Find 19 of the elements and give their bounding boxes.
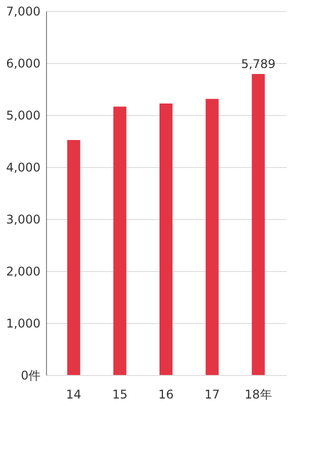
x-tick-label: 17 (204, 388, 220, 402)
bar (67, 140, 80, 375)
y-tick-label: 3,000 (6, 212, 40, 226)
data-label: 5,789 (241, 56, 276, 71)
bar (113, 106, 126, 375)
y-tick-label: 1,000 (6, 316, 40, 330)
x-tick-label: 14 (66, 388, 82, 402)
x-tick-label: 16 (158, 388, 174, 402)
y-tick-label: 2,000 (6, 264, 40, 278)
y-tick-label: 4,000 (6, 160, 40, 174)
y-tick-label: 5,000 (6, 108, 40, 122)
x-tick-label: 18年 (244, 388, 272, 402)
y-tick-label: 6,000 (6, 56, 40, 70)
x-tick-label: 15 (112, 388, 128, 402)
y-tick-label: 0件 (20, 368, 40, 382)
bar (160, 104, 172, 375)
bar (252, 74, 265, 375)
y-tick-label: 7,000 (6, 4, 40, 18)
bar (206, 98, 219, 375)
